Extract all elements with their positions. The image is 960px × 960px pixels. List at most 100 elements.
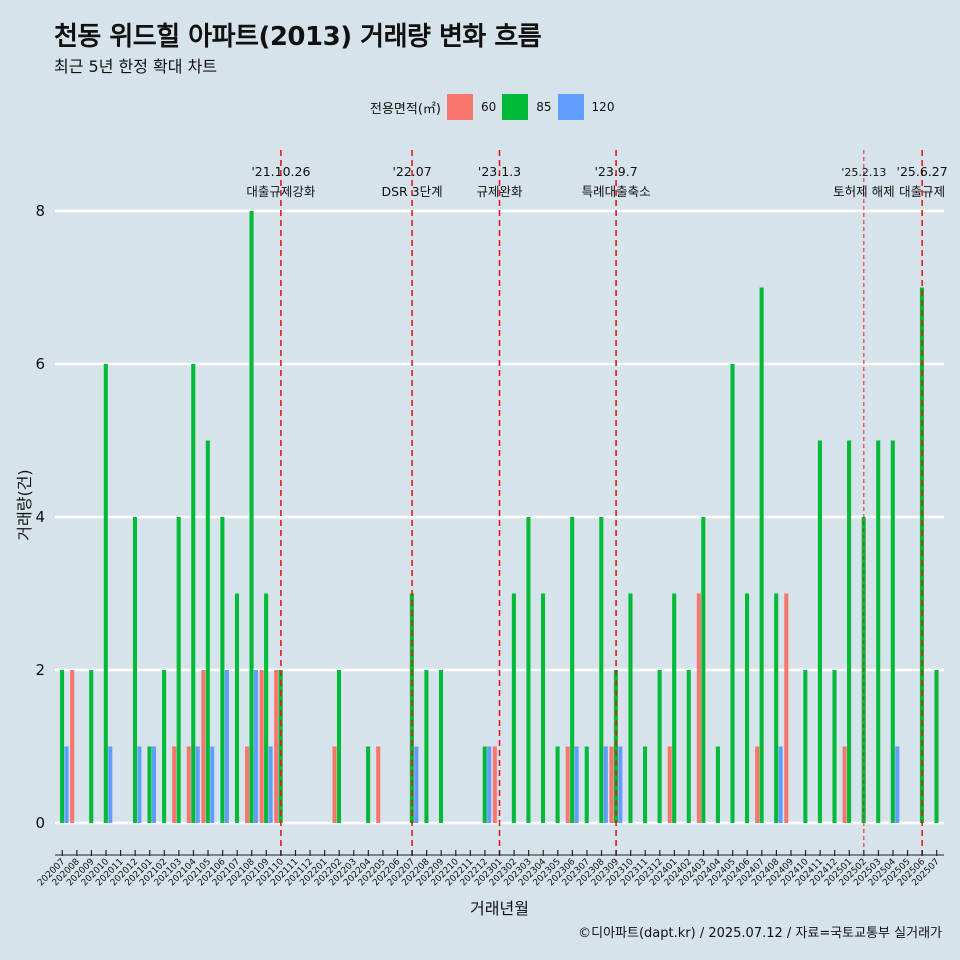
bar-85-202107 [234, 593, 240, 823]
legend-swatch-60 [446, 94, 473, 120]
bar-120-202308 [603, 746, 608, 823]
y-tick-label: 8 [35, 202, 45, 220]
bar-85-202212 [482, 746, 487, 823]
bar-85-202108 [249, 211, 254, 823]
event-name-label: 규제완화 [476, 184, 523, 199]
event-date-label: '23.9.7 [594, 164, 637, 179]
bar-85-202110 [278, 670, 283, 823]
bar-120-202108 [253, 670, 259, 823]
bar-85-202404 [715, 746, 720, 823]
bar-85-202104 [191, 364, 196, 823]
bar-85-202407 [759, 287, 764, 823]
bar-60-202202 [332, 746, 337, 823]
source-caption: ©디아파트(dapt.kr) / 2025.07.12 / 자료=국토교통부 실… [578, 926, 942, 941]
bar-60-202301 [492, 746, 497, 823]
bar-85-202405 [730, 364, 735, 823]
bar-120-202012 [137, 746, 142, 823]
bar-120-202106 [224, 670, 229, 823]
legend-item-60: 60 [446, 94, 496, 120]
bar-85-202202 [336, 670, 342, 823]
bar-85-202507 [934, 670, 939, 823]
bar-85-202401 [672, 593, 677, 823]
bar-60-202306 [565, 746, 570, 823]
y-tick-label: 6 [35, 355, 45, 373]
legend-label-120: 120 [591, 100, 615, 114]
event-date-label: '21.10.26 [251, 164, 310, 179]
bar-60-202105 [201, 670, 206, 823]
bar-120-202408 [778, 746, 783, 823]
bar-60-202108 [245, 746, 250, 823]
bar-85-202310 [628, 593, 633, 823]
bar-85-202105 [205, 440, 210, 823]
bar-85-202209 [438, 670, 444, 823]
bar-85-202312 [657, 670, 662, 823]
bar-85-202207 [409, 593, 414, 823]
bar-85-202208 [424, 670, 429, 823]
event-date-label: '23.1.3 [478, 164, 521, 179]
bar-85-202311 [643, 746, 648, 823]
bar-85-202305 [555, 746, 560, 823]
chart-subtitle: 최근 5년 한정 확대 차트 [54, 57, 218, 76]
bar-85-202007 [60, 670, 65, 823]
bar-85-202501 [847, 440, 852, 823]
bar-60-202205 [376, 746, 381, 823]
bar-85-202012 [132, 517, 137, 823]
bar-60-202407 [755, 746, 760, 823]
y-axis-title: 거래량(건) [15, 469, 34, 540]
bar-85-202302 [511, 593, 516, 823]
bar-85-202411 [817, 440, 822, 823]
bar-60-202409 [784, 593, 789, 823]
event-name-label: 대출규제 [899, 184, 945, 199]
legend-swatch-85 [502, 94, 529, 120]
bar-120-202207 [414, 746, 419, 823]
legend-swatch-120 [557, 94, 584, 120]
event-date-label: '25.6.27 [897, 164, 948, 179]
chart-title: 천동 위드힐 아파트(2013) 거래량 변화 흐름 [54, 22, 542, 52]
bar-85-202403 [701, 517, 706, 823]
y-tick-label: 4 [35, 508, 45, 526]
bar-60-202008 [70, 670, 75, 823]
bar-120-202105 [210, 746, 215, 823]
bar-85-202308 [599, 517, 604, 823]
bar-120-202504 [895, 746, 900, 823]
event-name-label: 대출규제강화 [246, 184, 316, 199]
bar-85-202504 [890, 440, 895, 823]
bar-85-202408 [774, 593, 779, 823]
event-date-label: '22.07 [392, 164, 431, 179]
bar-85-202102 [162, 670, 167, 823]
legend-title: 전용면적(㎡) [370, 101, 441, 117]
bar-85-202402 [686, 670, 691, 823]
y-tick-label: 2 [35, 661, 45, 679]
bar-85-202406 [745, 593, 750, 823]
bar-60-202309 [609, 746, 614, 823]
bar-120-202309 [618, 746, 623, 823]
bar-85-202503 [876, 440, 881, 823]
bar-85-202304 [540, 593, 546, 823]
bar-85-202307 [584, 746, 589, 823]
bar-85-202106 [220, 517, 225, 823]
bar-60-202104 [186, 746, 191, 823]
bar-120-202010 [108, 746, 113, 823]
x-axis-title: 거래년월 [470, 899, 529, 918]
bar-85-202303 [526, 517, 531, 823]
event-name-label: DSR 3단계 [381, 184, 442, 199]
y-tick-label: 0 [35, 814, 45, 832]
legend-item-120: 120 [557, 94, 615, 120]
bar-120-202306 [574, 746, 579, 823]
bar-60-202103 [172, 746, 177, 823]
bar-60-202109 [259, 670, 264, 823]
bar-120-202007 [64, 746, 69, 823]
bar-85-202204 [366, 746, 371, 823]
legend-item-85: 85 [502, 94, 552, 120]
bar-120-202104 [195, 746, 200, 823]
bar-85-202412 [832, 670, 837, 823]
legend: 전용면적(㎡) 60 85 120 [370, 94, 620, 120]
bar-120-202109 [268, 746, 273, 823]
bar-60-202501 [842, 746, 847, 823]
bar-60-202403 [696, 593, 701, 823]
bar-85-202101 [147, 746, 152, 823]
bar-85-202109 [264, 593, 269, 823]
bar-85-202103 [176, 517, 181, 823]
